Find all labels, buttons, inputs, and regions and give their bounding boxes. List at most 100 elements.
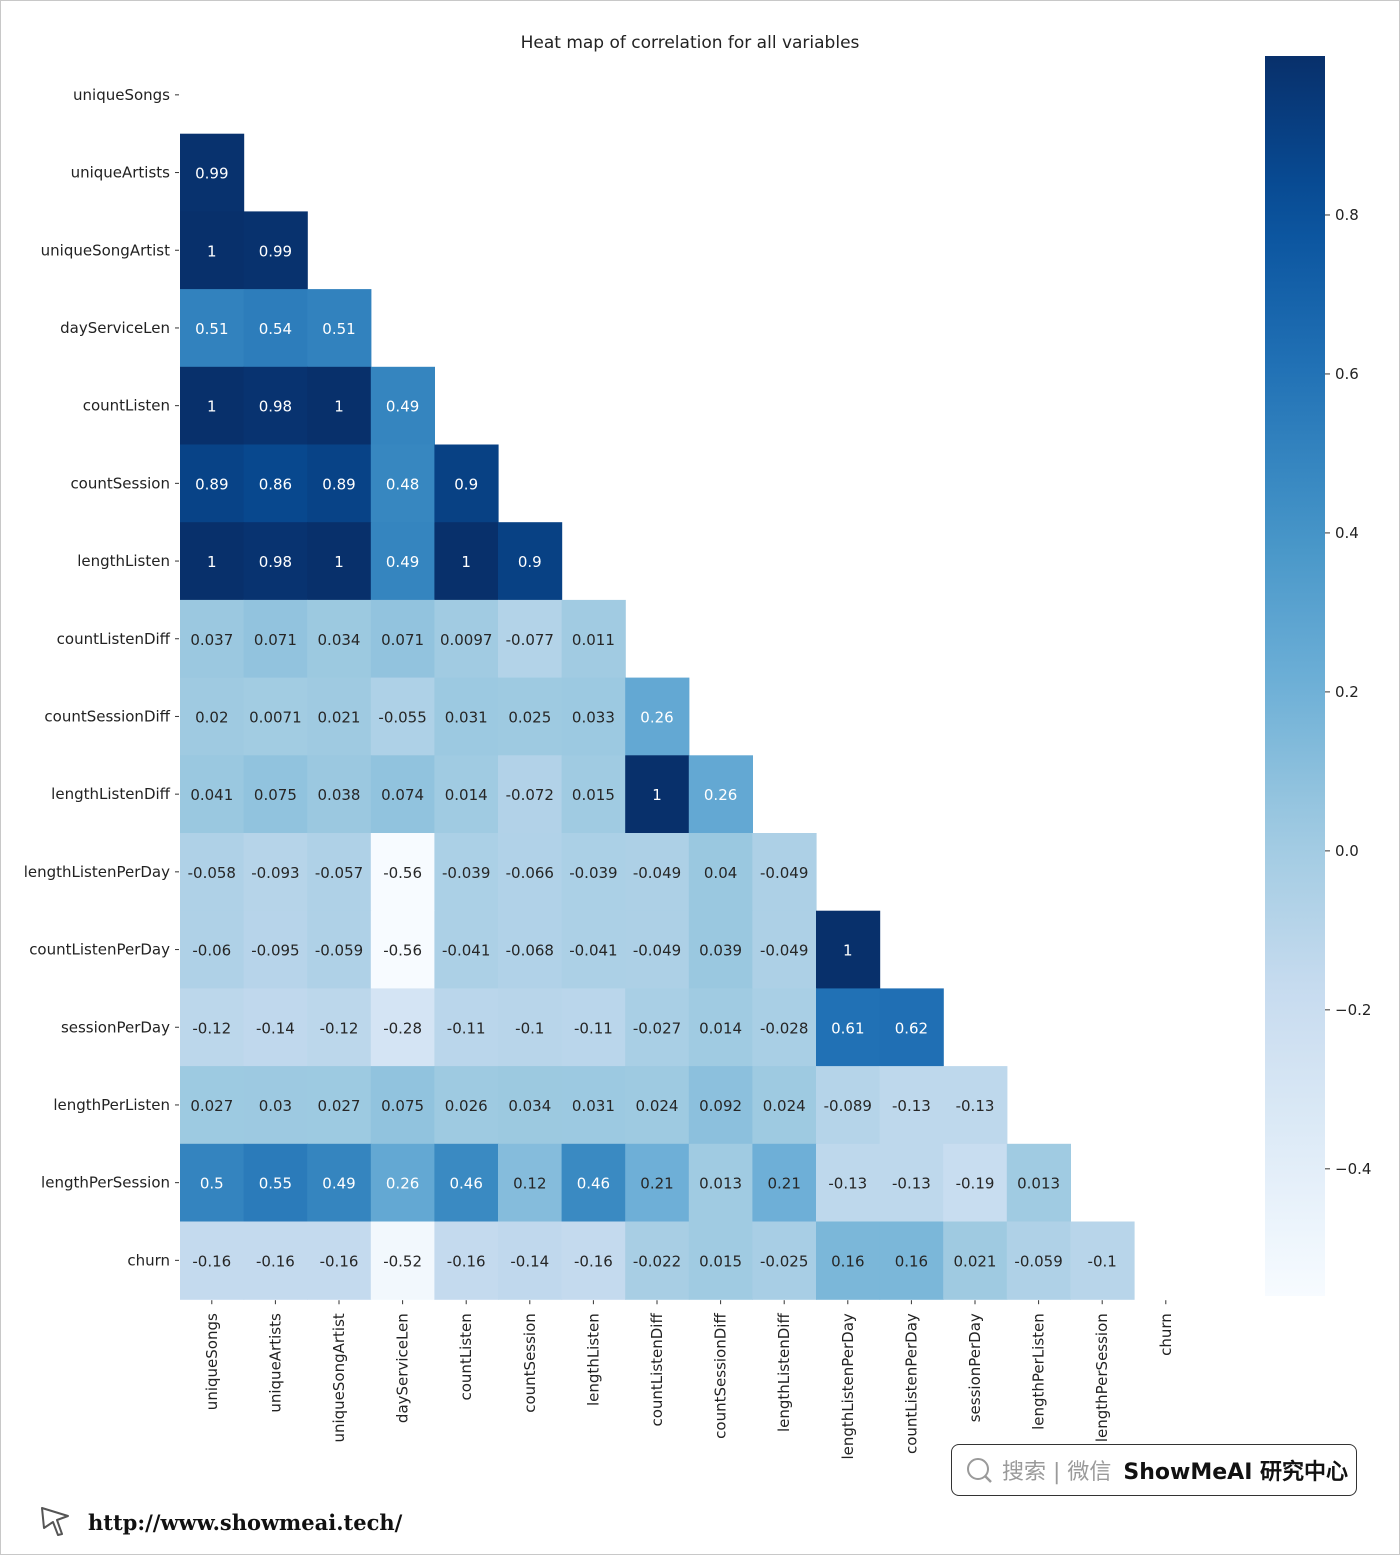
cell-value-label: 0.26	[640, 708, 673, 726]
cell-value-label: 0.021	[318, 708, 361, 726]
heatmap-cell	[879, 1143, 944, 1223]
heatmap-cell	[688, 988, 753, 1067]
colorbar-tick-label: 0.8	[1335, 206, 1359, 224]
heatmap-cell	[816, 988, 881, 1067]
heatmap-cell	[307, 1221, 372, 1300]
heatmap-cell	[370, 366, 435, 446]
cell-value-label: -0.11	[447, 1019, 486, 1037]
cell-value-label: 0.12	[513, 1175, 546, 1193]
cell-value-label: 0.61	[831, 1019, 864, 1037]
cell-value-label: 0.21	[640, 1175, 673, 1193]
cell-value-label: -0.057	[315, 864, 363, 882]
x-tick-label: countSession	[521, 1313, 539, 1413]
cell-value-label: -0.039	[442, 864, 490, 882]
cell-value-label: 1	[334, 398, 344, 416]
x-tick-label: lengthPerSession	[1093, 1313, 1111, 1442]
cell-value-label: 0.011	[572, 631, 615, 649]
colorbar-tick-label: 0.4	[1335, 524, 1359, 542]
heatmap-cell	[180, 910, 245, 989]
cell-value-label: 0.16	[895, 1252, 928, 1270]
cell-value-label: 0.014	[445, 786, 488, 804]
cell-value-label: 1	[207, 242, 217, 260]
heatmap-cell	[307, 289, 372, 368]
cell-value-label: -0.12	[192, 1019, 231, 1037]
cell-value-label: 0.99	[259, 242, 292, 260]
heatmap-cell	[879, 1066, 944, 1145]
heatmap-cell	[625, 1066, 690, 1145]
heatmap-cell	[243, 366, 308, 446]
heatmap-cell	[434, 1221, 499, 1300]
cell-value-label: -0.12	[320, 1019, 359, 1037]
heatmap-cell	[434, 910, 499, 989]
x-tick-label: countListenPerDay	[902, 1313, 920, 1454]
cell-value-label: 0.62	[895, 1019, 928, 1037]
cell-value-label: 0.071	[381, 631, 424, 649]
heatmap-cell	[243, 1221, 308, 1300]
cell-value-label: -0.059	[1014, 1252, 1062, 1270]
colorbar-tick-label: 0.2	[1335, 683, 1359, 701]
heatmap-cell	[561, 910, 626, 989]
heatmap-cell	[180, 988, 245, 1067]
heatmap-cell	[180, 444, 245, 523]
heatmap-cell	[625, 1221, 690, 1300]
x-tick-label: sessionPerDay	[966, 1313, 984, 1422]
heatmap-cell	[180, 677, 245, 756]
cell-value-label: -0.56	[383, 864, 422, 882]
cell-value-label: -0.025	[760, 1252, 808, 1270]
cell-value-label: 0.16	[831, 1252, 864, 1270]
cell-value-label: -0.049	[760, 864, 808, 882]
heatmap-cell	[625, 988, 690, 1067]
heatmap-cell	[370, 522, 435, 601]
x-tick-label: dayServiceLen	[394, 1313, 412, 1423]
heatmap-cell	[816, 1221, 881, 1300]
colorbar-tick-label: 0.6	[1335, 365, 1359, 383]
cell-value-label: 0.033	[572, 708, 615, 726]
cell-value-label: 0.075	[381, 1097, 424, 1115]
y-tick-label: lengthListen	[77, 552, 170, 570]
heatmap-cell	[243, 755, 308, 834]
cell-value-label: 0.013	[1017, 1175, 1060, 1193]
colorbar-tick-label: 0.0	[1335, 842, 1359, 860]
y-tick-label: sessionPerDay	[61, 1018, 170, 1036]
heatmap-cell	[180, 1143, 245, 1223]
cell-value-label: -0.13	[892, 1097, 931, 1115]
cell-value-label: 0.46	[577, 1175, 610, 1193]
heatmap-cell	[816, 1143, 881, 1223]
heatmap-cell	[625, 755, 690, 834]
cell-value-label: -0.28	[383, 1019, 422, 1037]
cell-value-label: 0.98	[259, 398, 292, 416]
cell-value-label: -0.093	[251, 864, 299, 882]
heatmap-cell	[816, 910, 881, 989]
cell-value-label: 0.26	[704, 786, 737, 804]
cell-value-label: 0.89	[322, 475, 355, 493]
cell-value-label: 0.041	[190, 786, 233, 804]
heatmap-cell	[434, 755, 499, 834]
cell-value-label: 0.027	[318, 1097, 361, 1115]
heatmap-cell	[370, 910, 435, 989]
heatmap-cell	[625, 1143, 690, 1223]
heatmap-cell	[370, 599, 435, 679]
heatmap-cell	[561, 1066, 626, 1145]
cell-value-label: 0.9	[454, 475, 478, 493]
cell-value-label: 0.02	[195, 708, 228, 726]
heatmap-cell	[370, 1066, 435, 1145]
heatmap-cell	[180, 133, 245, 212]
cell-value-label: 0.98	[259, 553, 292, 571]
cell-value-label: 0.031	[445, 708, 488, 726]
heatmap-cell	[752, 1221, 817, 1300]
heatmap-cell	[752, 988, 817, 1067]
heatmap-cell	[370, 1221, 435, 1300]
cell-value-label: 0.86	[259, 475, 292, 493]
cell-value-label: 0.0097	[440, 631, 493, 649]
y-tick-label: countSessionDiff	[44, 707, 170, 725]
heatmap-cell	[434, 599, 499, 679]
search-icon	[966, 1457, 992, 1483]
cell-value-label: 0.071	[254, 631, 297, 649]
cell-value-label: 1	[461, 553, 471, 571]
cell-value-label: 0.49	[386, 398, 419, 416]
cell-value-label: 0.024	[763, 1097, 806, 1115]
heatmap-cell	[625, 910, 690, 989]
y-tick-label: dayServiceLen	[60, 319, 170, 337]
heatmap-cell	[307, 1143, 372, 1223]
